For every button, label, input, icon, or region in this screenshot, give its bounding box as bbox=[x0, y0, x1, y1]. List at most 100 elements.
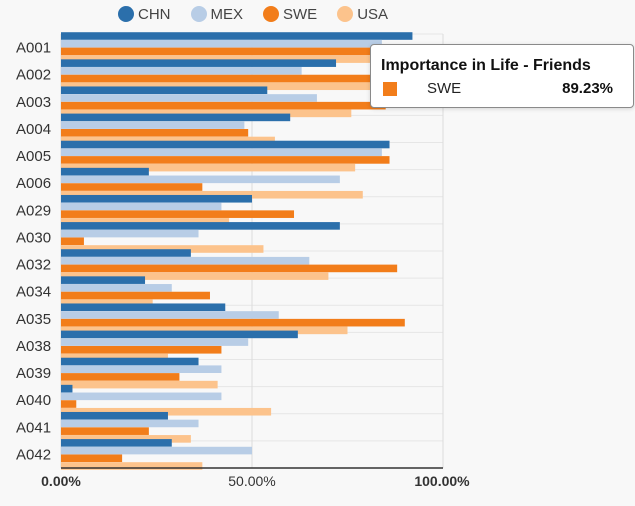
bar-chn-a034[interactable] bbox=[61, 276, 146, 284]
bar-usa-a004[interactable] bbox=[61, 136, 275, 145]
bar-usa-a032[interactable] bbox=[61, 272, 329, 280]
bar-mex-a003[interactable] bbox=[61, 94, 317, 102]
bar-swe-a041[interactable] bbox=[61, 427, 149, 435]
bar-swe-a042[interactable] bbox=[61, 454, 123, 463]
bar-mex-a042[interactable] bbox=[61, 446, 252, 455]
category-label: A041 bbox=[16, 419, 51, 436]
bar-usa-a041[interactable] bbox=[61, 435, 191, 443]
bar-chn-a030[interactable] bbox=[61, 222, 340, 230]
bar-usa-a040[interactable] bbox=[61, 407, 272, 416]
category-label: A006 bbox=[16, 175, 51, 192]
bar-chn-a002[interactable] bbox=[61, 59, 337, 67]
category-label: A038 bbox=[16, 338, 51, 355]
bar-mex-a038[interactable] bbox=[61, 338, 249, 346]
bar-usa-a042[interactable] bbox=[61, 462, 203, 470]
legend-item-usa[interactable]: USA bbox=[337, 6, 388, 23]
tooltip-series-name: SWE bbox=[427, 80, 462, 97]
category-label: A001 bbox=[16, 40, 51, 57]
bar-usa-a003[interactable] bbox=[61, 109, 352, 118]
legend-swatch-swe bbox=[263, 6, 280, 22]
bar-chn-a038[interactable] bbox=[61, 330, 298, 339]
bar-mex-a041[interactable] bbox=[61, 419, 199, 428]
category-label: A002 bbox=[16, 67, 51, 84]
bar-swe-a005[interactable] bbox=[61, 156, 390, 164]
bar-swe-a035[interactable] bbox=[61, 318, 405, 327]
tooltip-value: 89.23% bbox=[562, 80, 613, 97]
bar-swe-a004[interactable] bbox=[61, 128, 249, 137]
bar-chn-a029[interactable] bbox=[61, 194, 252, 203]
bar-mex-a029[interactable] bbox=[61, 202, 222, 211]
bar-mex-a032[interactable] bbox=[61, 256, 310, 265]
bar-usa-a029[interactable] bbox=[61, 218, 230, 226]
legend: CHN MEX SWE USA bbox=[118, 4, 388, 24]
bar-swe-a039[interactable] bbox=[61, 373, 180, 381]
bar-swe-a001[interactable] bbox=[61, 47, 401, 56]
legend-label-mex: MEX bbox=[210, 5, 244, 23]
legend-item-swe[interactable]: SWE bbox=[263, 6, 317, 23]
bar-chn-a003[interactable] bbox=[61, 86, 268, 95]
bar-mex-a001[interactable] bbox=[61, 39, 382, 48]
bar-chn-a006[interactable] bbox=[61, 167, 149, 176]
bar-chn-a005[interactable] bbox=[61, 140, 390, 149]
tooltip: Importance in Life - Friends SWE 89.23% bbox=[370, 44, 634, 108]
bar-mex-a039[interactable] bbox=[61, 365, 222, 374]
bar-usa-a034[interactable] bbox=[61, 299, 153, 308]
category-label: A003 bbox=[16, 94, 51, 111]
bar-swe-a002[interactable] bbox=[61, 74, 402, 83]
bar-swe-a029[interactable] bbox=[61, 210, 295, 218]
legend-swatch-usa bbox=[337, 6, 354, 22]
bar-mex-a006[interactable] bbox=[61, 175, 340, 184]
bar-mex-a002[interactable] bbox=[61, 67, 302, 75]
bar-usa-a039[interactable] bbox=[61, 380, 218, 389]
category-label: A032 bbox=[16, 257, 51, 274]
x-tick-label: 50.00% bbox=[228, 473, 275, 489]
bar-swe-a003[interactable] bbox=[61, 101, 386, 110]
legend-label-swe: SWE bbox=[283, 5, 318, 23]
bar-swe-a038[interactable] bbox=[61, 345, 222, 354]
category-label: A042 bbox=[16, 446, 51, 463]
category-label: A040 bbox=[16, 392, 51, 409]
legend-item-chn[interactable]: CHN bbox=[118, 6, 171, 23]
category-label: A030 bbox=[16, 229, 51, 246]
bar-chn-a041[interactable] bbox=[61, 411, 168, 420]
category-label: A005 bbox=[16, 148, 51, 165]
bar-swe-a030[interactable] bbox=[61, 237, 84, 246]
bar-swe-a032[interactable] bbox=[61, 264, 398, 273]
bar-usa-a006[interactable] bbox=[61, 190, 363, 199]
legend-swatch-chn bbox=[118, 6, 134, 22]
bar-chn-a040[interactable] bbox=[61, 384, 73, 393]
bar-usa-a002[interactable] bbox=[61, 82, 398, 91]
bar-usa-a038[interactable] bbox=[61, 353, 168, 362]
category-label: A029 bbox=[16, 202, 51, 219]
bar-mex-a035[interactable] bbox=[61, 311, 279, 319]
bar-chn-a001[interactable] bbox=[61, 32, 413, 40]
bar-swe-a034[interactable] bbox=[61, 291, 210, 300]
bar-swe-a040[interactable] bbox=[61, 400, 77, 408]
bar-chn-a042[interactable] bbox=[61, 439, 172, 447]
tooltip-swatch bbox=[383, 82, 397, 96]
bar-mex-a030[interactable] bbox=[61, 229, 199, 238]
bar-mex-a005[interactable] bbox=[61, 148, 382, 157]
legend-swatch-mex bbox=[190, 6, 207, 22]
legend-label-usa: USA bbox=[357, 5, 389, 23]
bar-usa-a005[interactable] bbox=[61, 163, 356, 172]
bar-usa-a035[interactable] bbox=[61, 326, 348, 335]
category-label: A004 bbox=[16, 121, 51, 138]
bar-usa-a001[interactable] bbox=[61, 55, 428, 63]
category-label: A039 bbox=[16, 365, 51, 382]
bar-mex-a034[interactable] bbox=[61, 284, 172, 292]
bar-swe-a006[interactable] bbox=[61, 183, 203, 191]
bar-usa-a030[interactable] bbox=[61, 245, 264, 253]
x-tick-label: 0.00% bbox=[41, 473, 81, 489]
bar-chn-a004[interactable] bbox=[61, 113, 291, 122]
bar-chn-a039[interactable] bbox=[61, 357, 199, 366]
bar-chn-a035[interactable] bbox=[61, 303, 226, 312]
bar-mex-a004[interactable] bbox=[61, 121, 245, 129]
bar-chn-a032[interactable] bbox=[61, 249, 191, 257]
bar-mex-a040[interactable] bbox=[61, 392, 222, 401]
legend-label-chn: CHN bbox=[138, 5, 171, 23]
legend-item-mex[interactable]: MEX bbox=[190, 5, 244, 23]
category-label: A034 bbox=[16, 284, 51, 301]
